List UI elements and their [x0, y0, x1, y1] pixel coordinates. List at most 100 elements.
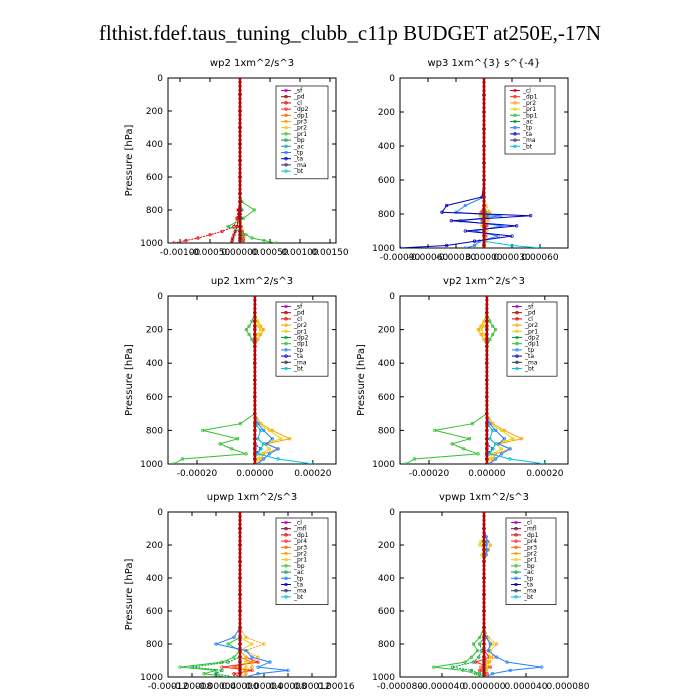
zero-marker-wp3-375 — [482, 140, 486, 144]
zero-marker-up2-975 — [253, 458, 257, 462]
x-tick-label-vp2-2: 0.00020 — [526, 469, 563, 479]
legend-label-up2-3: _pr2 — [293, 322, 307, 329]
legend-label-wp2-8: _bp — [293, 137, 305, 144]
zero-marker-wp2-550 — [238, 167, 242, 171]
series-point-vpwp-bp-16 — [463, 660, 467, 664]
legend-label-wp2-7: _pr1 — [293, 131, 307, 138]
zero-marker-upwp-25 — [238, 514, 242, 518]
series-point-up2-dp1-12 — [238, 422, 243, 426]
zero-marker-wp3-250 — [482, 118, 486, 123]
series-point-wp2-cl-15 — [184, 238, 188, 243]
series-point-vpwp-ac-18 — [469, 668, 474, 673]
zero-marker-upwp-525 — [238, 597, 242, 601]
series-point-vp2-pr1-4 — [479, 327, 483, 332]
y-tick-label-upwp-0: 0 — [157, 508, 163, 518]
zero-marker-upwp-775 — [238, 638, 242, 642]
zero-marker-wp2-0 — [238, 78, 242, 80]
legend-marker-wp2-2 — [284, 101, 288, 105]
series-point-upwp-ac-13 — [190, 665, 194, 669]
series-group-vpwp — [431, 512, 544, 677]
zero-marker-vpwp-50 — [482, 518, 486, 522]
zero-marker-vp2-750 — [485, 420, 489, 424]
series-point-wp3-tp-11 — [459, 219, 463, 223]
panel-wp2: wp2 1xm^2/s^3 0 200 400 600 800 1000 Pressure [… — [124, 58, 349, 258]
legend-marker-vp2-10 — [515, 366, 519, 371]
legend-label-wp3-8: _ma — [522, 137, 536, 144]
y-axis-label-vp2: Pressure [hPa] — [356, 344, 367, 416]
panels-group: wp2 1xm^2/s^3 0 200 400 600 800 1000 Pressure [… — [124, 58, 590, 692]
series-point-vpwp-ac-19 — [478, 672, 482, 676]
zero-marker-vpwp-325 — [482, 564, 486, 568]
series-point-vp2-dp1-5 — [491, 332, 495, 337]
series-point-vp2-dp1-16 — [462, 447, 466, 451]
zero-marker-vpwp-375 — [482, 572, 486, 576]
zero-marker-vpwp-1000 — [482, 675, 486, 677]
zero-marker-upwp-475 — [238, 588, 242, 592]
zero-marker-upwp-250 — [238, 551, 242, 555]
zero-marker-vp2-825 — [485, 433, 489, 437]
series-point-upwp-tp-9 — [214, 642, 218, 646]
zero-marker-vp2-725 — [485, 416, 489, 420]
series-point-upwp-pr4-15 — [232, 672, 236, 676]
legend-label-wp3-5: _ac — [522, 119, 533, 126]
zero-marker-up2-200 — [253, 328, 257, 332]
zero-marker-wp2-350 — [238, 134, 242, 138]
x-tick-label-upwp-5: 0.00008 — [269, 682, 306, 692]
zero-marker-up2-100 — [253, 311, 257, 315]
series-point-up2-dp1-3 — [247, 324, 251, 328]
zero-marker-up2-900 — [253, 445, 257, 449]
legend-marker-vpwp-8 — [514, 570, 518, 574]
legend-marker-upwp-10 — [284, 582, 288, 587]
zero-marker-vpwp-625 — [482, 613, 486, 617]
series-point-upwp-tp-8 — [232, 635, 236, 640]
series-point-wp2-pr1-15 — [262, 238, 266, 243]
x-tick-label-wp2-4: 0.00100 — [281, 248, 318, 258]
zero-marker-up2-725 — [253, 416, 257, 420]
series-point-upwp-pr2-13 — [250, 665, 254, 669]
zero-marker-vp2-125 — [485, 315, 489, 319]
legend-marker-wp3-2 — [513, 101, 517, 105]
zero-marker-vp2-925 — [485, 449, 489, 453]
x-tick-label-wp2-1: -0.00050 — [190, 248, 231, 258]
y-tick-label-vpwp-1: 200 — [378, 541, 395, 551]
series-point-upwp-pr2-8 — [244, 635, 248, 640]
y-tick-label-vp2-4: 800 — [378, 426, 395, 436]
zero-marker-vpwp-175 — [482, 539, 486, 543]
legend-label-wp2-0: _sf — [293, 88, 303, 95]
series-group-wp2 — [172, 78, 278, 243]
legend-marker-upwp-1 — [284, 527, 288, 531]
series-point-vpwp-bp-13 — [471, 642, 476, 646]
zero-marker-wp2-575 — [238, 171, 242, 175]
zero-marker-wp3-175 — [482, 106, 486, 110]
series-line-wp2-cl — [173, 78, 241, 243]
legend-marker-upwp-5 — [284, 551, 288, 556]
legend-marker-up2-1 — [284, 311, 288, 315]
series-point-up2-dp1-14 — [235, 437, 240, 441]
zero-marker-wp3-900 — [482, 229, 486, 233]
x-tick-label-vpwp-3: 0.000040 — [505, 682, 548, 692]
zero-marker-up2-1000 — [253, 462, 257, 464]
zero-marker-wp2-50 — [238, 84, 242, 88]
zero-marker-up2-675 — [253, 407, 257, 411]
zero-marker-wp2-225 — [238, 113, 242, 117]
zero-marker-vpwp-475 — [482, 588, 486, 592]
zero-marker-wp2-925 — [238, 229, 242, 233]
zero-marker-up2-300 — [253, 344, 257, 348]
legend-marker-upwp-11 — [284, 589, 288, 593]
zero-marker-vp2-300 — [485, 344, 489, 348]
y-tick-label-wp2-0: 0 — [157, 74, 163, 84]
x-tick-label-vpwp-0: -0.000080 — [377, 682, 423, 692]
legend-label-wp3-7: _ta — [522, 131, 532, 138]
zero-marker-up2-125 — [253, 315, 257, 319]
legend-label-up2-7: _tp — [293, 347, 303, 354]
zero-marker-wp3-575 — [482, 174, 486, 178]
zero-marker-wp2-425 — [238, 146, 242, 150]
legend-label-vpwp-10: _ta — [523, 582, 533, 589]
legend-label-wp2-4: _dp1 — [293, 112, 309, 119]
zero-marker-vp2-225 — [485, 332, 489, 336]
zero-marker-vpwp-975 — [482, 671, 486, 675]
series-point-wp3-ta-9 — [440, 210, 444, 214]
zero-marker-wp3-425 — [482, 148, 486, 152]
zero-marker-vpwp-800 — [482, 642, 486, 646]
series-point-up2-dp1-4 — [244, 327, 248, 332]
